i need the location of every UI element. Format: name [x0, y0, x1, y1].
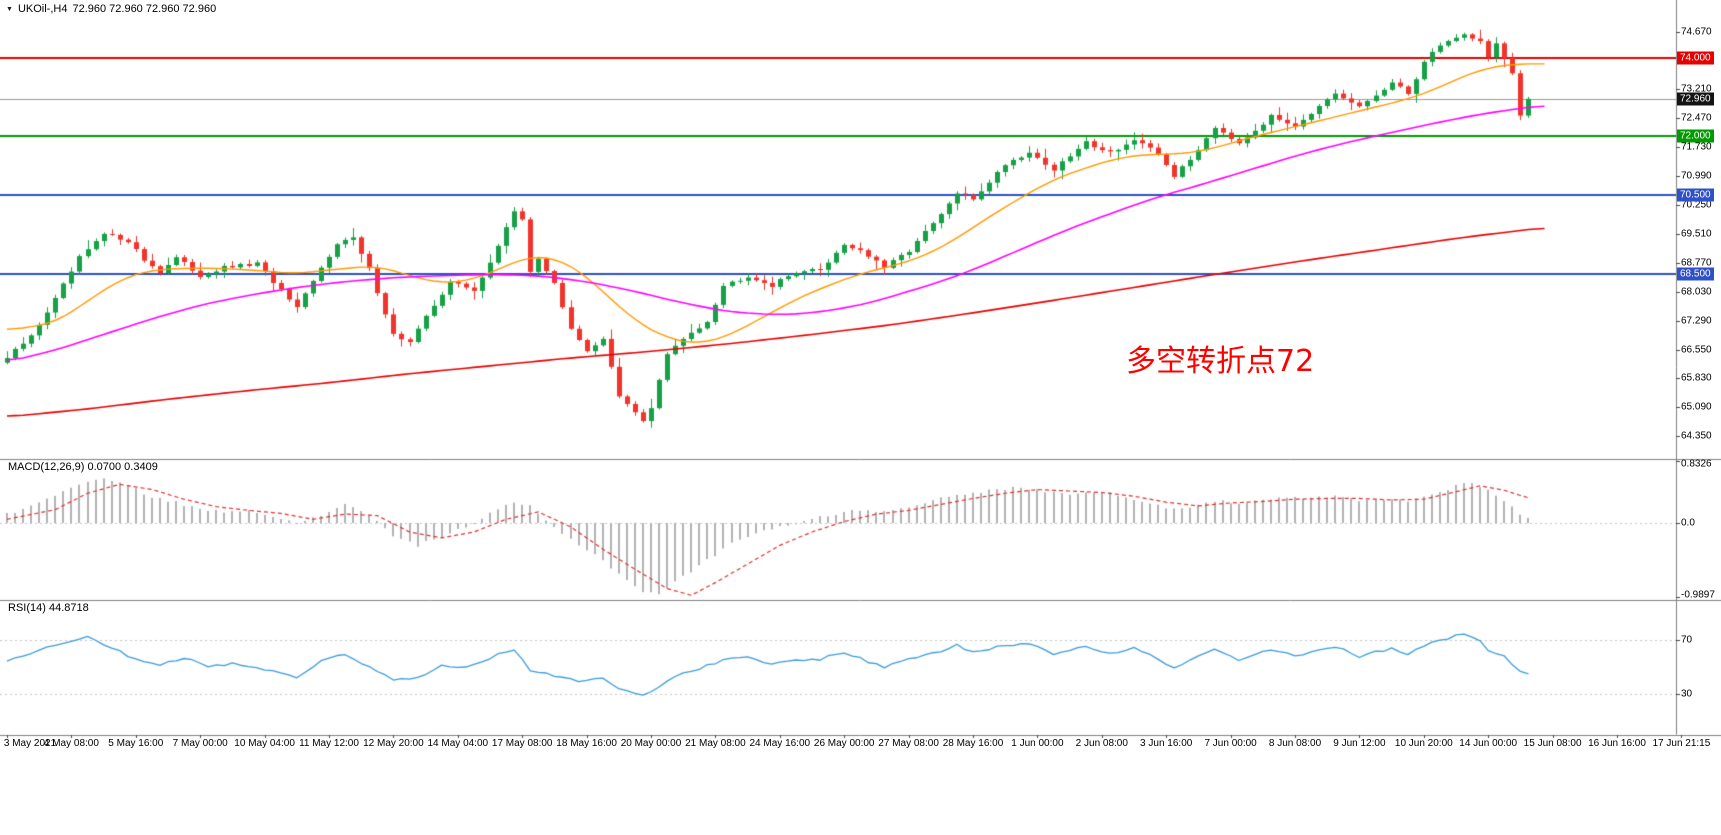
- price-level-badge[interactable]: 72.000: [1677, 129, 1714, 143]
- price-axis-tick: 67.290: [1681, 315, 1712, 327]
- time-axis-label: 16 Jun 16:00: [1588, 738, 1646, 749]
- price-axis-tick: 70.250: [1681, 199, 1712, 211]
- time-axis-label: 17 Jun 21:15: [1652, 738, 1711, 749]
- time-axis-label: 5 May 16:00: [108, 738, 164, 749]
- time-axis-label: 2 Jun 08:00: [1075, 738, 1128, 749]
- price-axis-tick: 74.670: [1681, 26, 1712, 38]
- time-axis-label: 20 May 00:00: [620, 738, 682, 749]
- time-axis-label: 14 May 04:00: [427, 738, 489, 749]
- time-axis-label: 3 Jun 16:00: [1140, 738, 1193, 749]
- rsi-name: RSI(14): [8, 602, 46, 614]
- price-axis-tick: 69.510: [1681, 228, 1712, 240]
- time-axis-label: 7 May 00:00: [172, 738, 228, 749]
- symbol-timeframe-title: UKOil-,H4: [17, 3, 68, 15]
- price-level-badge[interactable]: 74.000: [1677, 51, 1714, 65]
- macd-axis-tick: -0.9897: [1681, 589, 1715, 601]
- rsi-indicator-label: RSI(14) 44.8718: [8, 602, 89, 614]
- time-axis-label: 8 Jun 08:00: [1268, 738, 1322, 749]
- price-axis-tick: 65.830: [1681, 372, 1712, 384]
- ohlc-readout: 72.960 72.960 72.960 72.960: [72, 3, 217, 15]
- price-axis-tick: 73.210: [1681, 83, 1712, 95]
- macd-axis-tick: 0.8326: [1681, 458, 1712, 470]
- chart-title-bar: ▼ UKOil-,H4 72.960 72.960 72.960 72.960: [6, 3, 216, 15]
- time-axis-label: 21 May 08:00: [685, 738, 746, 749]
- time-axis-label: 10 Jun 20:00: [1394, 738, 1453, 749]
- rsi-axis-tick: 70: [1681, 634, 1693, 646]
- chart-annotation-text[interactable]: 多空转折点72: [1126, 344, 1315, 379]
- time-axis-label: 15 Jun 08:00: [1523, 738, 1582, 749]
- time-axis-label: 27 May 08:00: [878, 738, 939, 749]
- time-axis-label: 26 May 00:00: [813, 738, 875, 749]
- time-axis-label: 11 May 12:00: [299, 738, 359, 749]
- chart-dropdown-icon[interactable]: ▼: [6, 5, 13, 13]
- rsi-value: 44.8718: [48, 602, 89, 614]
- price-axis-tick: 65.090: [1681, 401, 1712, 413]
- time-axis-label: 3 May 2021: [3, 738, 57, 749]
- price-axis-tick: 64.350: [1681, 430, 1712, 442]
- macd-indicator-label: MACD(12,26,9) 0.0700 0.3409: [8, 461, 158, 473]
- time-axis-label: 17 May 08:00: [491, 738, 553, 749]
- price-axis-tick: 72.470: [1681, 112, 1712, 124]
- time-axis-label: 9 Jun 12:00: [1333, 738, 1386, 749]
- time-axis-label: 1 Jun 00:00: [1011, 738, 1064, 749]
- current-price-badge: 72.960: [1677, 92, 1714, 106]
- time-axis-label: 14 Jun 00:00: [1459, 738, 1518, 749]
- rsi-axis-tick: 30: [1681, 688, 1693, 700]
- time-axis-label: 12 May 20:00: [363, 738, 424, 749]
- time-axis-label: 24 May 16:00: [749, 738, 811, 749]
- price-axis-tick: 71.730: [1681, 141, 1712, 153]
- price-axis-tick: 66.550: [1681, 344, 1712, 356]
- macd-name: MACD(12,26,9): [8, 461, 85, 473]
- macd-axis-tick: 0.0: [1681, 517, 1695, 529]
- price-axis-tick: 70.990: [1681, 170, 1712, 182]
- price-level-badge[interactable]: 68.500: [1677, 267, 1714, 281]
- time-axis-label: 7 Jun 00:00: [1204, 738, 1257, 749]
- price-axis-tick: 68.030: [1681, 286, 1712, 298]
- macd-values: 0.0700 0.3409: [87, 461, 158, 473]
- time-axis-label: 10 May 04:00: [234, 738, 295, 749]
- price-axis-tick: 68.770: [1681, 257, 1712, 269]
- price-level-badge[interactable]: 70.500: [1677, 188, 1714, 202]
- time-axis-label: 4 May 08:00: [43, 738, 99, 749]
- time-axis-label: 28 May 16:00: [942, 738, 1004, 749]
- time-axis-label: 18 May 16:00: [556, 738, 617, 749]
